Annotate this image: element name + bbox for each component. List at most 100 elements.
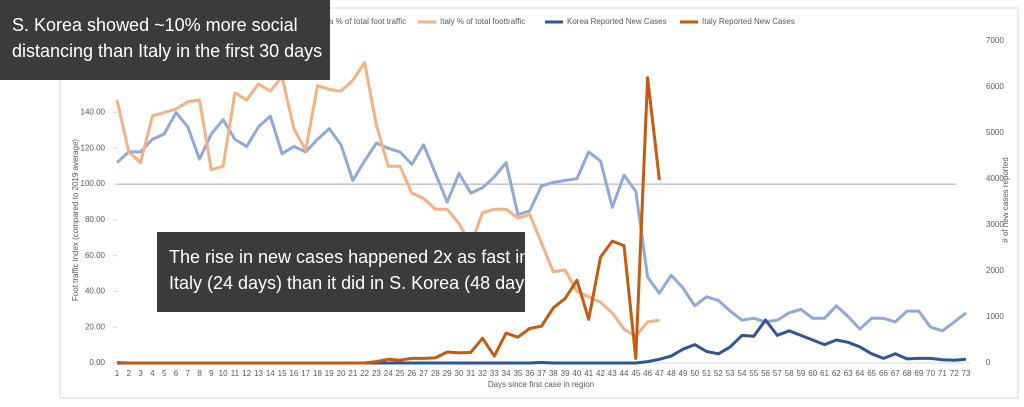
x-tick-label: 29 bbox=[443, 369, 452, 378]
series-line bbox=[116, 76, 661, 365]
legend-label: Italy % of total foottraffic bbox=[440, 17, 525, 26]
x-tick-label: 47 bbox=[655, 369, 664, 378]
x-tick-label: 33 bbox=[490, 369, 499, 378]
y2-tick-label: 0 bbox=[986, 358, 991, 367]
x-tick-label: 13 bbox=[254, 369, 263, 378]
y-tick-label: 0.00 bbox=[89, 358, 105, 367]
y2-tick-label: 4000 bbox=[986, 174, 1004, 183]
y2-tick-label: 3000 bbox=[986, 220, 1004, 229]
y-tick-label: 120.00 bbox=[81, 143, 106, 152]
y2-tick-label: 6000 bbox=[986, 82, 1004, 91]
y2-tick-label: 1000 bbox=[986, 312, 1004, 321]
annotation-text: S. Korea showed ~10% more social bbox=[12, 15, 298, 35]
annotation-text: The rise in new cases happened 2x as fas… bbox=[169, 247, 529, 267]
x-tick-label: 62 bbox=[832, 369, 841, 378]
legend-label: Korea Reported New Cases bbox=[567, 17, 667, 26]
x-tick-label: 48 bbox=[667, 369, 676, 378]
y2-tick-label: 2000 bbox=[986, 266, 1004, 275]
x-tick-label: 14 bbox=[266, 369, 275, 378]
x-tick-label: 16 bbox=[289, 369, 298, 378]
x-tick-label: 37 bbox=[537, 369, 546, 378]
x-tick-label: 22 bbox=[360, 369, 369, 378]
x-tick-label: 46 bbox=[643, 369, 652, 378]
x-tick-label: 73 bbox=[962, 369, 971, 378]
x-tick-label: 42 bbox=[596, 369, 605, 378]
x-tick-label: 6 bbox=[174, 369, 179, 378]
series-line bbox=[115, 111, 967, 333]
x-tick-label: 28 bbox=[431, 369, 440, 378]
y-tick-label: 80.00 bbox=[85, 215, 106, 224]
x-tick-label: 5 bbox=[162, 369, 167, 378]
x-tick-label: 67 bbox=[891, 369, 900, 378]
x-tick-label: 45 bbox=[631, 369, 640, 378]
x-tick-label: 21 bbox=[348, 369, 357, 378]
x-tick-label: 56 bbox=[761, 369, 770, 378]
x-tick-label: 35 bbox=[513, 369, 522, 378]
x-tick-label: 43 bbox=[608, 369, 617, 378]
x-tick-label: 57 bbox=[773, 369, 782, 378]
x-tick-label: 17 bbox=[301, 369, 310, 378]
chart-frame bbox=[59, 7, 1019, 399]
x-tick-label: 70 bbox=[926, 369, 935, 378]
x-tick-label: 41 bbox=[584, 369, 593, 378]
x-tick-label: 23 bbox=[372, 369, 381, 378]
x-tick-label: 51 bbox=[702, 369, 711, 378]
x-tick-label: 38 bbox=[549, 369, 558, 378]
x-tick-label: 68 bbox=[903, 369, 912, 378]
y-tick-label: 140.00 bbox=[81, 108, 106, 117]
x-tick-label: 7 bbox=[186, 369, 191, 378]
x-tick-label: 24 bbox=[384, 369, 393, 378]
x-tick-label: 9 bbox=[209, 369, 214, 378]
x-axis-label: Days since first case in region bbox=[488, 380, 594, 389]
y2-tick-label: 7000 bbox=[986, 36, 1004, 45]
x-tick-label: 36 bbox=[525, 369, 534, 378]
y-tick-label: 40.00 bbox=[85, 287, 106, 296]
y2-axis-label: # of new cases reported bbox=[1001, 157, 1010, 242]
x-tick-label: 4 bbox=[150, 369, 155, 378]
x-tick-label: 65 bbox=[867, 369, 876, 378]
x-tick-label: 64 bbox=[855, 369, 864, 378]
x-tick-label: 18 bbox=[313, 369, 322, 378]
x-tick-label: 66 bbox=[879, 369, 888, 378]
x-tick-label: 10 bbox=[219, 369, 228, 378]
x-tick-label: 52 bbox=[714, 369, 723, 378]
x-tick-label: 44 bbox=[620, 369, 629, 378]
y-tick-label: 100.00 bbox=[81, 179, 106, 188]
annotation-box bbox=[157, 232, 525, 312]
annotation-box bbox=[0, 0, 330, 80]
x-tick-label: 11 bbox=[231, 369, 240, 378]
x-tick-label: 59 bbox=[796, 369, 805, 378]
x-tick-label: 49 bbox=[679, 369, 688, 378]
series-line bbox=[115, 61, 660, 338]
x-tick-label: 12 bbox=[242, 369, 251, 378]
x-tick-label: 2 bbox=[127, 369, 132, 378]
x-tick-label: 32 bbox=[478, 369, 487, 378]
x-tick-label: 72 bbox=[950, 369, 959, 378]
x-tick-label: 60 bbox=[808, 369, 817, 378]
x-tick-label: 54 bbox=[738, 369, 747, 378]
y-tick-label: 60.00 bbox=[85, 251, 106, 260]
x-tick-label: 39 bbox=[561, 369, 570, 378]
annotation-text: Italy (24 days) than it did in S. Korea … bbox=[169, 273, 539, 293]
x-tick-label: 26 bbox=[407, 369, 416, 378]
x-tick-label: 61 bbox=[820, 369, 829, 378]
x-tick-label: 71 bbox=[938, 369, 947, 378]
x-tick-label: 31 bbox=[466, 369, 475, 378]
x-tick-label: 63 bbox=[844, 369, 853, 378]
x-tick-label: 27 bbox=[419, 369, 428, 378]
x-tick-label: 55 bbox=[749, 369, 758, 378]
x-tick-label: 19 bbox=[325, 369, 334, 378]
x-tick-label: 25 bbox=[396, 369, 405, 378]
x-tick-label: 3 bbox=[138, 369, 143, 378]
x-tick-label: 34 bbox=[502, 369, 511, 378]
x-tick-label: 20 bbox=[337, 369, 346, 378]
x-tick-label: 8 bbox=[197, 369, 202, 378]
x-tick-label: 40 bbox=[572, 369, 581, 378]
legend-label: Korea % of total foot traffic bbox=[312, 17, 406, 26]
x-tick-label: 53 bbox=[726, 369, 735, 378]
x-tick-label: 30 bbox=[455, 369, 464, 378]
legend-label: Italy Reported New Cases bbox=[702, 17, 795, 26]
x-tick-label: 15 bbox=[278, 369, 287, 378]
x-tick-label: 1 bbox=[115, 369, 120, 378]
